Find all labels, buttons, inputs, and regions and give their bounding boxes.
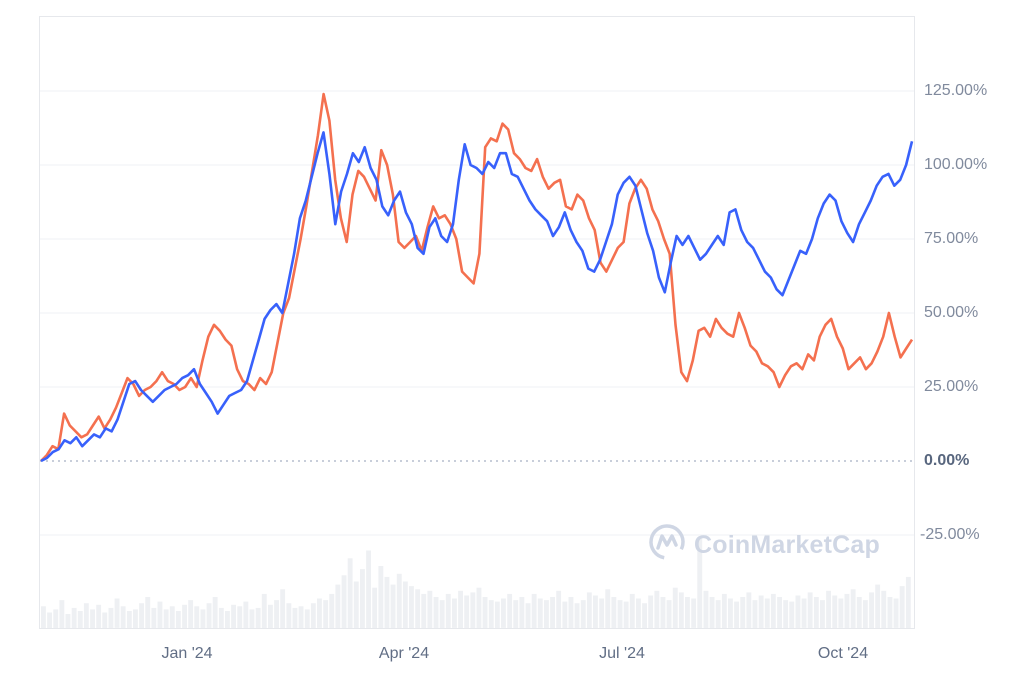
x-tick-jan-24: Jan '24 xyxy=(161,645,213,662)
grid-lines xyxy=(40,90,914,536)
blue-series-line[interactable] xyxy=(40,131,914,463)
y-tick-75: 75.00% xyxy=(924,230,979,247)
volume-bars xyxy=(41,538,911,629)
orange-series-line[interactable] xyxy=(40,92,914,462)
y-tick-25: 25.00% xyxy=(924,378,979,395)
y-tick-0: 0.00% xyxy=(924,452,970,469)
y-tick-50: 50.00% xyxy=(924,304,979,321)
x-tick-oct-24: Oct '24 xyxy=(817,645,869,662)
plot-frame xyxy=(39,16,915,629)
x-tick-jul-24: Jul '24 xyxy=(599,645,645,662)
y-tick-125: 125.00% xyxy=(924,82,988,99)
watermark-text: CoinMarketCap xyxy=(694,531,880,559)
x-tick-apr-24: Apr '24 xyxy=(378,645,430,662)
coinmarketcap-watermark: CoinMarketCap xyxy=(648,523,880,568)
y-tick-100: 100.00% xyxy=(924,156,988,173)
coinmarketcap-logo-icon xyxy=(648,523,686,568)
y-tick-minus-25: -25.00% xyxy=(920,526,980,543)
